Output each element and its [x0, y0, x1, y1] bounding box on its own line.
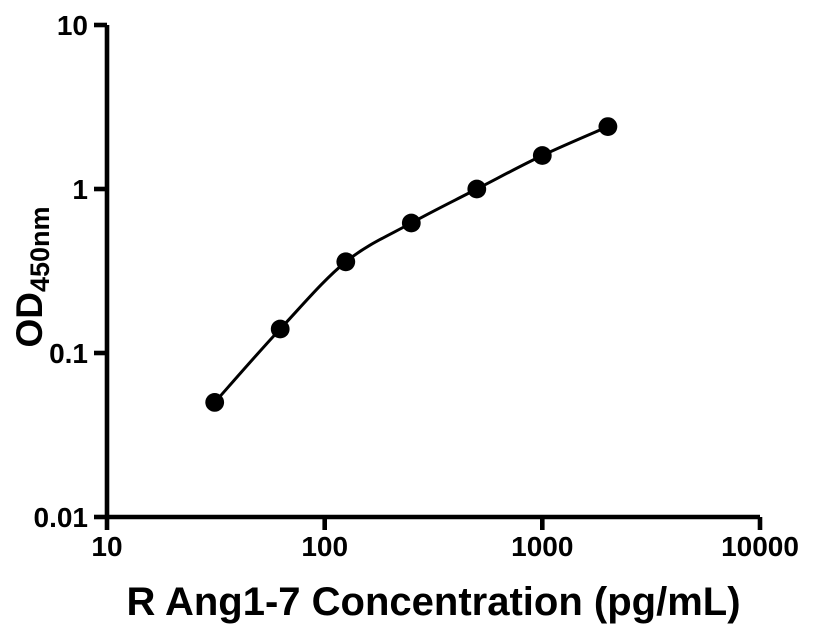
axis-frame	[104, 25, 760, 520]
y-axis-title-subscript: 450nm	[25, 206, 55, 292]
x-tick-label: 10	[91, 531, 122, 562]
data-point	[401, 213, 421, 233]
y-tick-label: 0.01	[34, 502, 89, 533]
y-axis-title: OD450nm	[9, 206, 55, 347]
fit-curve	[213, 125, 609, 404]
y-tick-label: 0.1	[49, 338, 88, 369]
data-point	[598, 117, 618, 136]
data-point	[467, 179, 487, 199]
x-tick-label: 100	[301, 531, 348, 562]
y-axis-title-main: OD	[9, 292, 50, 348]
y-tick-label: 10	[57, 10, 88, 41]
x-tick-label: 1000	[511, 531, 573, 562]
y-tick-label: 1	[72, 174, 88, 205]
data-point	[532, 146, 552, 165]
data-point	[270, 319, 290, 339]
data-point	[205, 393, 225, 412]
x-tick-label: 10000	[721, 531, 799, 562]
data-point	[336, 252, 356, 272]
x-axis-title: R Ang1-7 Concentration (pg/mL)	[126, 580, 740, 624]
